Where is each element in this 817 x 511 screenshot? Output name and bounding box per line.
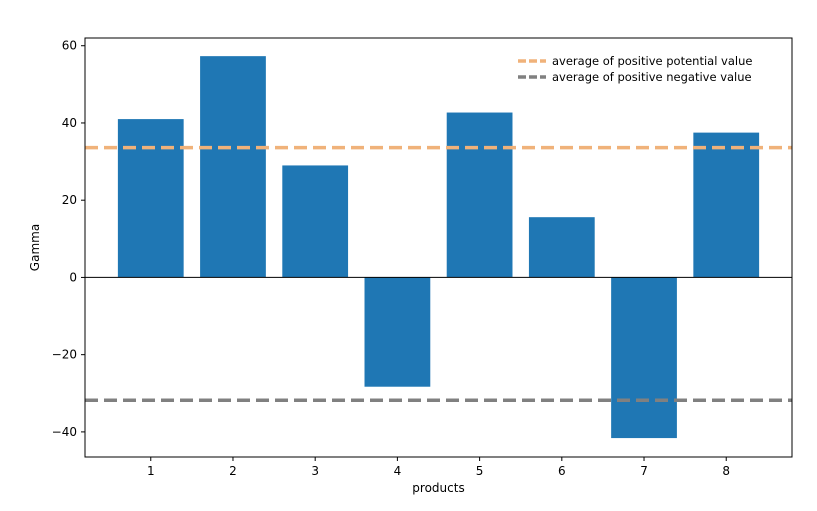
legend-label-1: average of positive potential value	[552, 54, 752, 68]
bar-4	[364, 277, 431, 387]
bar-2	[200, 56, 266, 278]
legend: average of positive potential value avera…	[518, 54, 752, 84]
plot-frame	[84, 37, 793, 458]
y-tick-label: 40	[62, 116, 77, 130]
x-tick-label: 8	[722, 464, 730, 478]
x-tick-label: 5	[476, 464, 484, 478]
bar-5	[446, 112, 513, 278]
x-tick-label: 7	[640, 464, 648, 478]
y-tick-label: −20	[52, 348, 77, 362]
x-tick-label: 3	[311, 464, 319, 478]
reference-lines	[85, 145, 792, 402]
bar-7	[611, 277, 677, 439]
y-axis-ticks: −40 −20 0 20 40 60	[52, 39, 85, 439]
bar-1	[117, 119, 184, 278]
bar-8	[693, 132, 760, 278]
x-tick-label: 6	[558, 464, 566, 478]
y-tick-label: 20	[62, 193, 77, 207]
x-tick-label: 2	[229, 464, 237, 478]
x-tick-label: 1	[147, 464, 155, 478]
y-tick-label: −40	[52, 425, 77, 439]
bar-6	[528, 217, 595, 278]
x-tick-label: 4	[394, 464, 402, 478]
bar-3	[282, 165, 349, 278]
y-tick-label: 0	[69, 270, 77, 284]
legend-label-2: average of positive negative value	[552, 70, 752, 84]
x-axis-ticks: 1 2 3 4 5 6 7 8	[147, 457, 730, 478]
y-axis-label: Gamma	[28, 224, 42, 271]
y-tick-label: 60	[62, 39, 77, 53]
bars-group	[117, 56, 760, 439]
x-axis-label: products	[412, 481, 464, 495]
